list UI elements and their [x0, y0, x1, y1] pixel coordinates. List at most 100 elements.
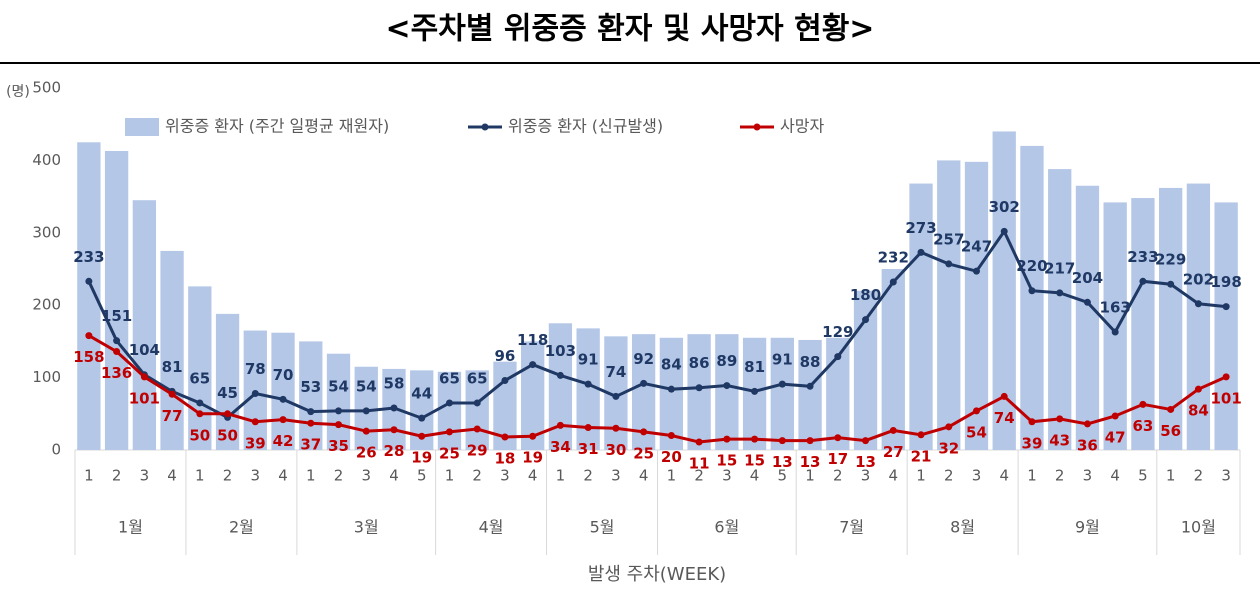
data-label: 229 [1155, 251, 1186, 269]
x-tick-label: 3 [861, 467, 871, 485]
bar [964, 161, 989, 450]
point [445, 428, 453, 436]
point [723, 382, 731, 390]
point [584, 380, 592, 388]
data-label: 20 [661, 448, 682, 466]
data-label: 104 [129, 341, 160, 359]
data-label: 28 [384, 442, 405, 460]
data-label: 13 [855, 453, 876, 471]
point [85, 332, 93, 340]
bar [160, 250, 184, 450]
x-tick-label: 3 [500, 467, 510, 485]
bar [1020, 145, 1044, 451]
data-label: 257 [933, 230, 964, 248]
bar [548, 323, 573, 450]
x-tick-label: 4 [389, 467, 399, 485]
y-tick-label: 0 [51, 441, 61, 459]
data-label: 217 [1044, 259, 1075, 277]
data-label: 50 [217, 426, 238, 444]
point [1222, 373, 1230, 381]
x-tick-label: 3 [972, 467, 982, 485]
bar [687, 334, 711, 450]
point [584, 424, 592, 432]
bar [1103, 202, 1127, 450]
x-tick-label: 4 [999, 467, 1009, 485]
bar [992, 131, 1016, 450]
x-tick-label: 5 [1138, 467, 1148, 485]
data-label: 45 [217, 384, 238, 402]
data-label: 247 [961, 238, 992, 256]
data-label: 136 [101, 364, 132, 382]
x-tick-label: 3 [140, 467, 150, 485]
x-tick-label: 1 [445, 467, 455, 485]
legend-label: 위중증 환자 (주간 일평균 재원자) [165, 117, 389, 136]
data-label: 74 [605, 363, 626, 381]
point [251, 418, 259, 426]
point [1111, 412, 1119, 420]
x-tick-label: 2 [833, 467, 843, 485]
point [1083, 298, 1091, 306]
y-tick-label: 400 [32, 151, 61, 169]
data-label: 273 [905, 219, 936, 237]
x-tick-label: 3 [722, 467, 732, 485]
month-label: 7월 [839, 518, 864, 537]
x-tick-label: 4 [528, 467, 538, 485]
point [362, 427, 370, 435]
data-label: 31 [578, 440, 599, 458]
point [972, 267, 980, 275]
point [834, 353, 842, 361]
point [390, 404, 398, 412]
data-label: 89 [716, 352, 737, 370]
month-label: 3월 [354, 518, 379, 537]
point [168, 390, 176, 398]
point [473, 399, 481, 407]
data-label: 32 [938, 439, 959, 457]
point [640, 428, 648, 436]
line [88, 334, 1227, 444]
y-tick-label: 200 [32, 296, 61, 314]
point [1194, 385, 1202, 393]
point [418, 432, 426, 440]
point [473, 425, 481, 433]
month-label: 5월 [590, 518, 615, 537]
point [806, 437, 814, 445]
data-label: 77 [162, 407, 183, 425]
data-label: 21 [911, 447, 932, 465]
point [1083, 420, 1091, 428]
data-label: 163 [1100, 298, 1131, 316]
bar [1075, 185, 1100, 451]
bar [909, 183, 933, 450]
data-label: 88 [800, 353, 821, 371]
data-label: 92 [633, 350, 654, 368]
month-label: 2월 [229, 518, 254, 537]
data-label: 58 [384, 375, 405, 393]
point [529, 361, 537, 369]
point [140, 373, 148, 381]
data-label: 91 [772, 351, 793, 369]
legend-swatch [125, 118, 159, 136]
x-tick-label: 4 [167, 467, 177, 485]
data-label: 54 [328, 377, 349, 395]
point [1139, 400, 1147, 408]
x-tick-label: 2 [112, 467, 122, 485]
x-tick-label: 2 [1055, 467, 1065, 485]
point [1056, 415, 1064, 423]
bar [881, 269, 905, 450]
chart-title: <주차별 위중증 환자 및 사망자 현황> [386, 12, 875, 47]
point [1167, 405, 1175, 413]
data-label: 81 [744, 358, 765, 376]
data-label: 151 [101, 307, 132, 325]
point [1167, 280, 1175, 288]
y-tick-label: 100 [32, 368, 61, 386]
point [972, 407, 980, 415]
month-label: 1월 [118, 518, 143, 537]
point [945, 423, 953, 431]
bar [132, 200, 156, 450]
legend-label: 위중증 환자 (신규발생) [508, 117, 663, 136]
data-label: 91 [578, 351, 599, 369]
x-tick-label: 1 [84, 467, 94, 485]
x-tick-label: 2 [223, 467, 233, 485]
data-label: 50 [189, 426, 210, 444]
point [612, 392, 620, 400]
month-label: 4월 [479, 518, 504, 537]
